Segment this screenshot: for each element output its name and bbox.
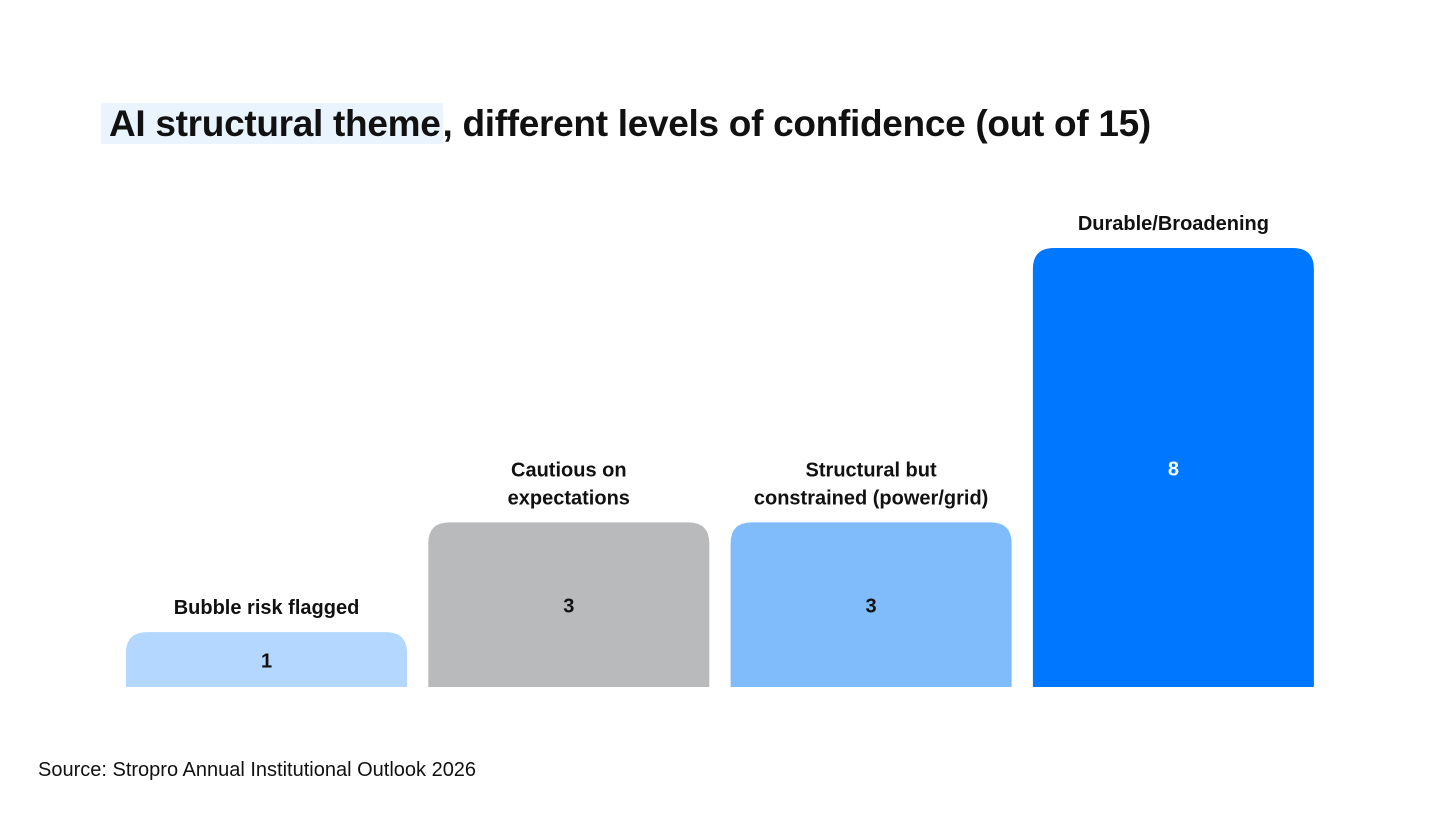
bars-layer: 1 Bubble risk flagged 3 Cautious on expectat…: [126, 213, 1314, 687]
category-label-line: Durable/Broadening: [1078, 213, 1269, 235]
chart-title: AI structural theme, different levels of…: [101, 100, 1151, 148]
category-label-3: Structural but constrained (power/grid): [754, 459, 988, 509]
source-note: Source: Stropro Annual Institutional Out…: [38, 759, 477, 781]
value-label-1: 1: [261, 651, 272, 673]
category-label-line: constrained (power/grid): [754, 487, 988, 509]
category-label-4: Durable/Broadening: [1078, 213, 1269, 235]
bar-1: [126, 632, 407, 687]
category-label-line: Cautious on: [511, 459, 627, 481]
category-label-line: expectations: [508, 487, 630, 509]
bar-3: [730, 522, 1012, 687]
bar-2: [428, 522, 710, 687]
category-label-line: Bubble risk flagged: [174, 597, 360, 619]
bar-4: [1032, 248, 1314, 687]
category-label-1: Bubble risk flagged: [174, 597, 360, 619]
value-label-3: 3: [866, 596, 877, 618]
chart-title-rest: , different levels of confidence (out of…: [442, 103, 1152, 144]
category-label-2: Cautious on expectations: [508, 459, 630, 509]
value-label-2: 3: [563, 596, 574, 618]
category-label-line: Structural but: [806, 459, 937, 481]
value-label-4: 8: [1168, 459, 1179, 481]
chart-title-highlight: AI structural theme: [101, 103, 443, 144]
